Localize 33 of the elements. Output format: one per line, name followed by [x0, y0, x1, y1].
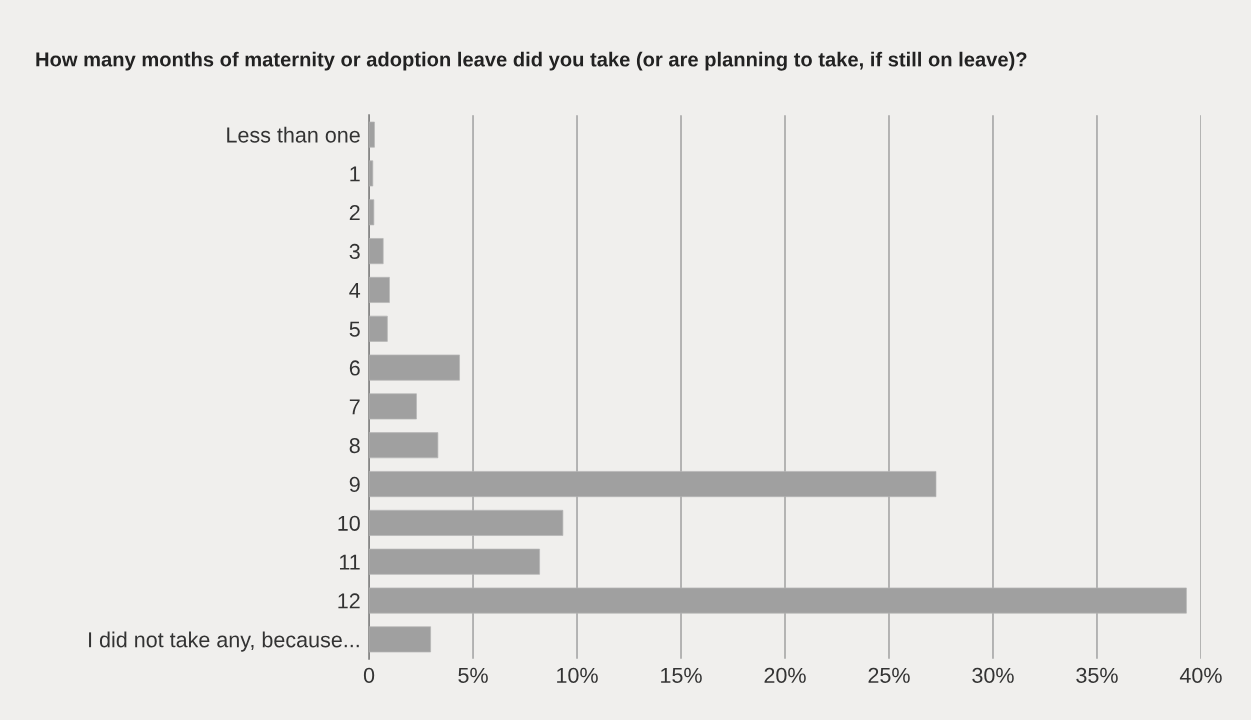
y-tick-label: 12 — [338, 593, 360, 609]
x-tick-label: 30% — [972, 667, 1014, 683]
bar — [369, 276, 390, 303]
bar — [369, 393, 417, 420]
bar — [369, 354, 460, 381]
y-tick-label: 4 — [349, 282, 361, 298]
x-tick-label: 20% — [764, 667, 806, 683]
x-tick-label: 0 — [363, 667, 375, 683]
y-tick-label: 9 — [349, 476, 360, 493]
y-tick-label: Less than one — [227, 126, 360, 143]
x-tick-label: 5% — [458, 667, 488, 683]
x-tick-label: 40% — [1179, 667, 1222, 683]
bar — [369, 238, 384, 265]
bar — [369, 626, 431, 653]
y-tick-label: 10 — [338, 515, 360, 531]
bar — [369, 121, 375, 148]
bar — [369, 432, 439, 459]
bar — [369, 315, 388, 342]
y-tick-label: 3 — [349, 243, 360, 260]
y-tick-label: 5 — [349, 321, 360, 337]
y-tick-label: 6 — [349, 360, 360, 376]
bar — [369, 199, 375, 226]
x-tick-label: 10% — [557, 667, 598, 683]
x-tick-label: 25% — [868, 667, 910, 683]
y-tick-label: 1 — [350, 166, 360, 182]
y-tick-label: 8 — [349, 438, 360, 454]
y-tick-label: 11 — [340, 554, 360, 570]
y-tick-label: 2 — [349, 205, 360, 221]
y-tick-label: I did not take any, because... — [89, 631, 359, 652]
x-tick-label: 35% — [1076, 667, 1118, 683]
y-tick-label: 7 — [349, 399, 360, 415]
x-tick-label: 15% — [661, 667, 702, 683]
chart-title: How many months of maternity or adoption leave did you take (or are planning to take, if still on leave)? — [36, 51, 1027, 71]
